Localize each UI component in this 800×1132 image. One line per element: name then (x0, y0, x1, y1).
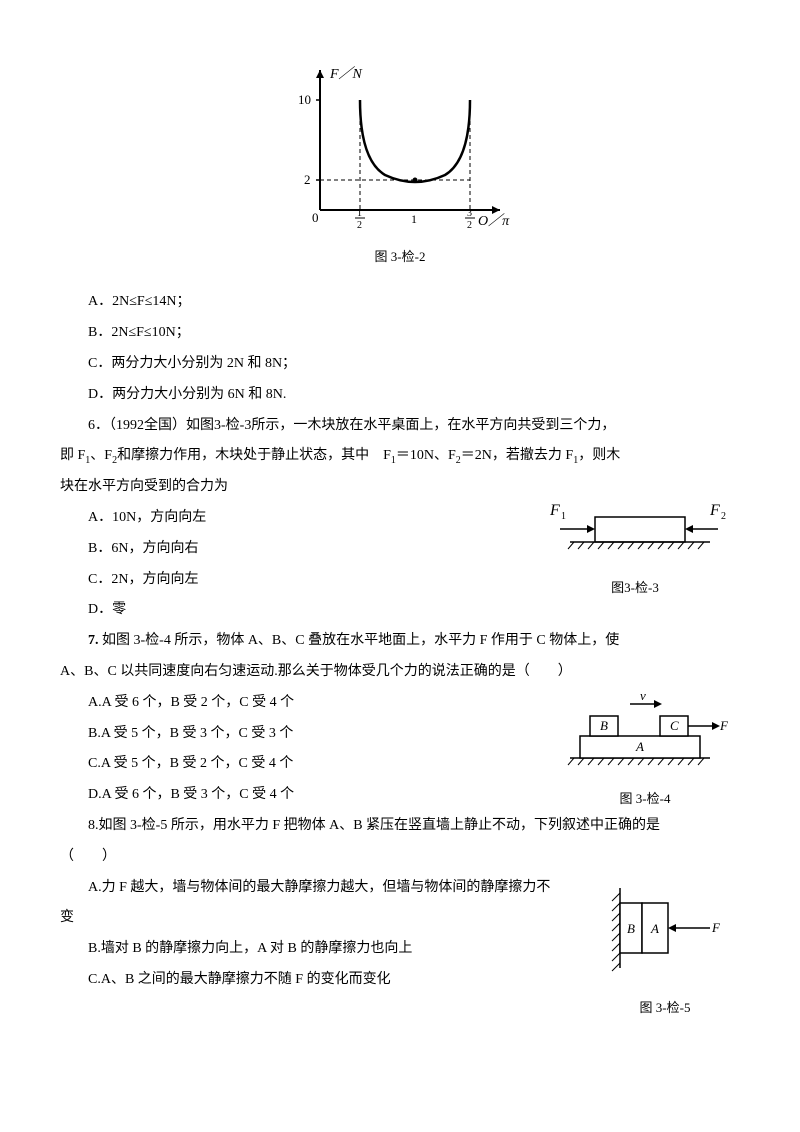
svg-text:v: v (640, 688, 646, 703)
q6-options-block: A．10N，方向向左 B．6N，方向向右 C．2N，方向向左 D．零 (60, 503, 740, 626)
svg-text:F: F (549, 502, 560, 519)
svg-text:A: A (650, 921, 659, 936)
chart-svg: 10 2 0 1 2 1 3 2 F／N O／π (290, 60, 510, 230)
figure-caption-2: 图 3-检-2 (60, 243, 740, 272)
svg-text:F／N: F／N (329, 66, 363, 82)
svg-text:C: C (670, 718, 679, 733)
t: 和摩擦力作用，木块处于静止状态，其中 F (117, 448, 391, 463)
q7-stem-line1: 7. 如图 3-检-4 所示，物体 A、B、C 叠放在水平地面上，水平力 F 作… (60, 626, 740, 657)
svg-text:2: 2 (467, 220, 472, 230)
svg-text:0: 0 (312, 210, 319, 225)
q7-stem-line2: A、B、C 以共同速度向右匀速运动.那么关于物体受几个力的说法正确的是（ ） (60, 657, 740, 688)
q5-option-b: B．2N≤F≤10N； (60, 318, 740, 349)
t: ＝2N，若撤去力 F (461, 448, 573, 463)
q6-fig-svg: F 1 F 2 (540, 497, 730, 557)
svg-text:3: 3 (467, 208, 472, 219)
svg-text:B: B (600, 718, 608, 733)
svg-text:2: 2 (721, 511, 726, 522)
svg-text:1: 1 (411, 212, 417, 226)
t: 、F (90, 448, 112, 463)
svg-text:F: F (709, 502, 720, 519)
figure-3-jian-4: A B C F v 图 3-检-4 (560, 688, 730, 829)
svg-text:O／π: O／π (478, 213, 510, 229)
figure-3-jian-3: F 1 F 2 图3-检-3 (540, 497, 730, 618)
t: ，则木 (578, 448, 620, 463)
q6-stem-line2: 即 F1、F2和摩擦力作用，木块处于静止状态，其中 F1＝10N、F2＝2N，若… (60, 441, 740, 472)
svg-text:F: F (719, 718, 729, 733)
t: ＝10N、F (396, 448, 456, 463)
q7-options-block: A.A 受 6 个，B 受 2 个，C 受 4 个 B.A 受 5 个，B 受 … (60, 688, 740, 811)
svg-text:1: 1 (357, 208, 362, 219)
svg-text:F: F (711, 920, 721, 935)
svg-text:A: A (635, 739, 644, 754)
q5-option-c: C．两分力大小分别为 2N 和 8N； (60, 349, 740, 380)
q8-options-block: A.力 F 越大，墙与物体间的最大静摩擦力越大，但墙与物体间的静摩擦力不 变 B… (60, 873, 740, 996)
svg-text:2: 2 (357, 220, 362, 230)
q7-fig-caption: 图 3-检-4 (560, 785, 730, 814)
svg-text:2: 2 (304, 172, 311, 187)
q8-fig-svg: B A F (600, 883, 730, 978)
svg-text:10: 10 (298, 92, 311, 107)
q8-stem-line2: （ ） (60, 842, 740, 873)
figure-3-jian-2: 10 2 0 1 2 1 3 2 F／N O／π 图 3-检-2 (60, 60, 740, 271)
q5-option-a: A．2N≤F≤14N； (60, 287, 740, 318)
q5-option-d: D．两分力大小分别为 6N 和 8N. (60, 380, 740, 411)
t: 即 F (60, 448, 85, 463)
q6-stem-line1: 6．（1992全国）如图3-检-3所示，一木块放在水平桌面上，在水平方向共受到三… (60, 411, 740, 442)
q8-fig-caption: 图 3-检-5 (600, 994, 730, 1023)
q6-fig-caption: 图3-检-3 (540, 574, 730, 603)
svg-text:1: 1 (561, 511, 566, 522)
page-content: 10 2 0 1 2 1 3 2 F／N O／π 图 3-检-2 A．2N (0, 0, 800, 1036)
figure-3-jian-5: B A F 图 3-检-5 (600, 883, 730, 1039)
q7-fig-svg: A B C F v (560, 688, 730, 768)
svg-text:B: B (627, 921, 635, 936)
